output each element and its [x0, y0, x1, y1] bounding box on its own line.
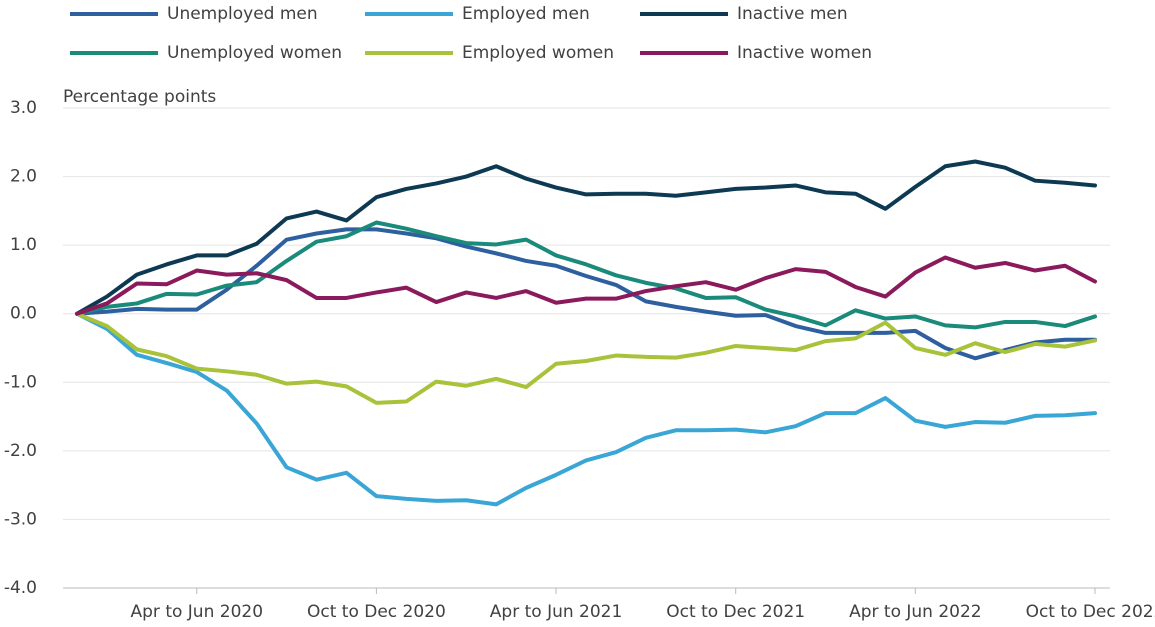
- legend-label: Inactive women: [737, 43, 872, 63]
- y-tick-label: 0.0: [10, 304, 37, 324]
- series-line: [75, 311, 1097, 507]
- y-tick-label: -4.0: [4, 578, 37, 598]
- series-line: [75, 220, 1097, 330]
- series-line: [75, 159, 1097, 316]
- y-tick-label: -3.0: [4, 509, 37, 529]
- y-tick-label: -2.0: [4, 441, 37, 461]
- x-tick-label: Apr to Jun 2021: [490, 602, 623, 622]
- series-line: [75, 311, 1097, 405]
- legend-label: Employed men: [462, 4, 590, 24]
- x-tick-label: Apr to Jun 2020: [131, 602, 264, 622]
- series-line: [75, 255, 1097, 316]
- y-tick-label: -1.0: [4, 372, 37, 392]
- y-tick-label: 3.0: [10, 98, 37, 118]
- legend-label: Unemployed men: [167, 4, 318, 24]
- x-tick-label: Oct to Dec 2022: [1026, 602, 1155, 622]
- y-tick-label: 2.0: [10, 167, 37, 187]
- series-line: [75, 227, 1097, 361]
- x-tick-label: Oct to Dec 2021: [666, 602, 805, 622]
- legend-label: Unemployed women: [167, 43, 342, 63]
- legend-label: Employed women: [462, 43, 614, 63]
- y-axis-label: Percentage points: [63, 87, 216, 107]
- x-tick-label: Apr to Jun 2022: [849, 602, 982, 622]
- legend-label: Inactive men: [737, 4, 848, 24]
- x-tick-label: Oct to Dec 2020: [307, 602, 446, 622]
- y-tick-label: 1.0: [10, 235, 37, 255]
